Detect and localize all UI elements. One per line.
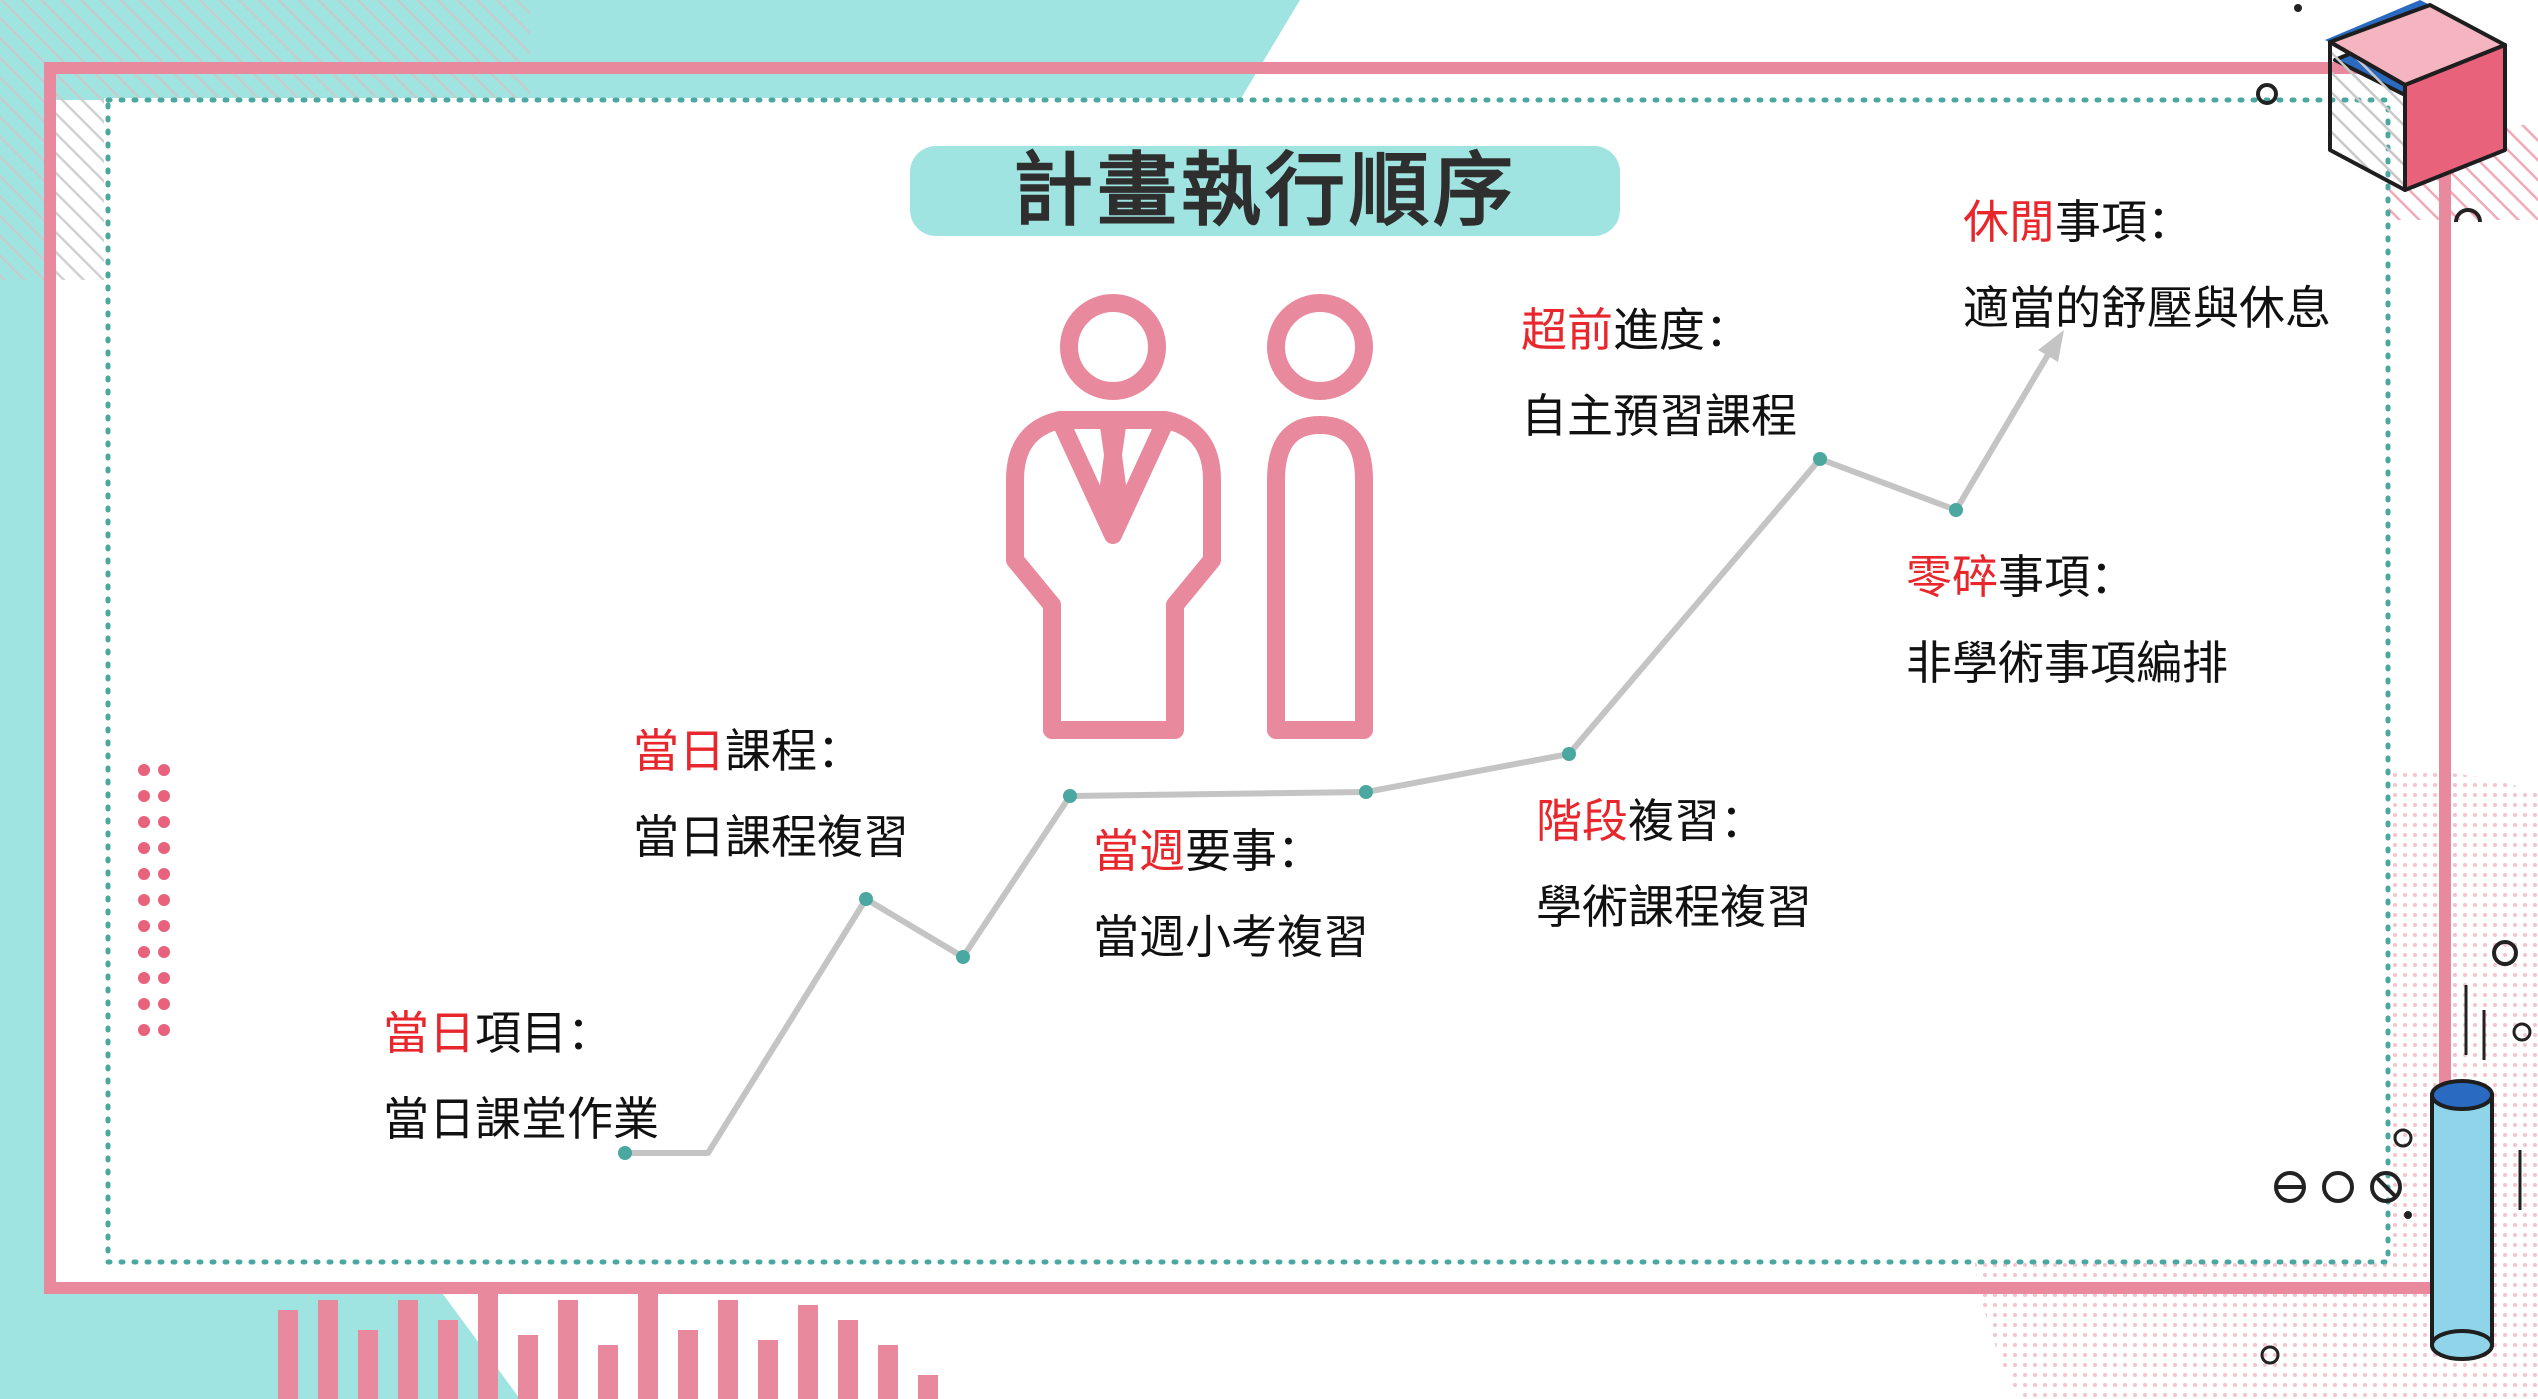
teal-dotted-frame	[105, 97, 2391, 1265]
path-line	[625, 346, 2055, 1156]
path-arrowhead	[2038, 330, 2064, 362]
step-highlight: 階段	[1536, 794, 1628, 848]
pink-dot-grid	[138, 764, 170, 1036]
path-nodes	[618, 452, 1963, 1160]
teal-shape-bottom	[0, 1290, 520, 1399]
step-description: 適當的舒壓與休息	[1963, 281, 2331, 335]
step-description: 當日課程複習	[633, 810, 909, 864]
step-highlight: 當日	[383, 1006, 475, 1060]
step-heading: 事項：	[1998, 550, 2136, 604]
step-description: 自主預習課程	[1521, 389, 1797, 443]
step-heading: 項目：	[475, 1006, 613, 1060]
step-heading: 事項：	[2055, 195, 2193, 249]
step-highlight: 休閒	[1963, 195, 2055, 249]
step-stage-review: 階段複習： 學術課程複習	[1536, 798, 1812, 930]
step-weekly-tasks: 當週要事： 當週小考複習	[1093, 828, 1369, 960]
step-highlight: 當週	[1093, 824, 1185, 878]
content-panel	[104, 98, 2389, 1263]
step-highlight: 超前	[1521, 303, 1613, 357]
ring-decor-6	[2260, 1345, 2280, 1365]
step-description: 非學術事項編排	[1906, 636, 2228, 690]
ring-decor-1	[2256, 83, 2278, 105]
ring-decor-4	[2512, 1022, 2532, 1042]
pink-frame	[44, 62, 2451, 1294]
vertical-lines-decor	[2464, 985, 2522, 1210]
step-description: 當週小考複習	[1093, 910, 1369, 964]
pink-bars-decor	[278, 1290, 938, 1399]
step-description: 當日課堂作業	[383, 1092, 659, 1146]
small-dot-decor-2	[2404, 1211, 2412, 1219]
step-daily-items: 當日項目： 當日課堂作業	[383, 1010, 659, 1142]
cylinder-icon	[2430, 1079, 2494, 1361]
step-highlight: 當日	[633, 724, 725, 778]
circle-row-icon	[2274, 1171, 2402, 1203]
step-heading: 課程：	[725, 724, 863, 778]
step-advance-progress: 超前進度： 自主預習課程	[1521, 307, 1797, 439]
ring-decor-2	[2454, 208, 2482, 223]
step-daily-course: 當日課程： 當日課程複習	[633, 728, 909, 860]
tie-shape	[1096, 420, 1130, 540]
ring-decor-5	[2393, 1128, 2413, 1148]
ring-decor-3	[2492, 940, 2518, 966]
cube-icon	[2325, 0, 2507, 192]
step-heading: 複習：	[1628, 794, 1766, 848]
step-heading: 要事：	[1185, 824, 1323, 878]
step-description: 學術課程複習	[1536, 880, 1812, 934]
small-dot-decor-1	[2294, 4, 2302, 12]
page-title: 計畫執行順序	[1013, 144, 1517, 237]
step-misc-items: 零碎事項： 非學術事項編排	[1906, 554, 2228, 686]
step-highlight: 零碎	[1906, 550, 1998, 604]
title-banner: 計畫執行順序	[910, 146, 1620, 236]
step-heading: 進度：	[1613, 303, 1751, 357]
step-leisure: 休閒事項： 適當的舒壓與休息	[1963, 199, 2331, 331]
